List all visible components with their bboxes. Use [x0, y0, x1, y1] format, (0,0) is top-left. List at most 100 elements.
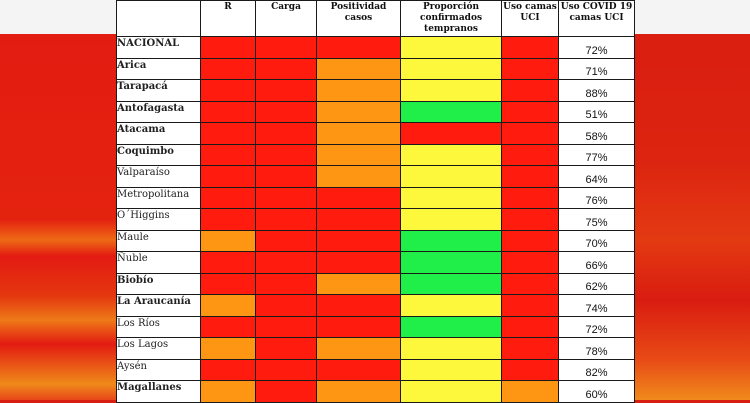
cell-proporcion-red	[400, 122, 502, 145]
cell-uso-camas-uci-red	[501, 315, 559, 338]
cell-positividad-red	[316, 229, 401, 252]
cell-positividad-red	[316, 186, 401, 209]
cell-uso-camas-uci-red	[501, 251, 559, 274]
uso-covid-pct: 88%	[558, 79, 635, 102]
cell-proporcion-yellow	[400, 208, 502, 231]
cell-positividad-red	[316, 251, 401, 274]
header-carga: Carga	[255, 0, 317, 37]
cell-r-red	[200, 315, 256, 338]
cell-r-orange	[200, 229, 256, 252]
table-row: Atacama 58%	[116, 122, 635, 145]
cell-uso-camas-uci-red	[501, 143, 559, 166]
table-row: Antofagasta 51%	[116, 100, 635, 123]
cell-r-red	[200, 36, 256, 59]
cell-proporcion-yellow	[400, 36, 502, 59]
cell-r-red	[200, 79, 256, 102]
cell-r-red	[200, 272, 256, 295]
cell-proporcion-green	[400, 229, 502, 252]
cell-proporcion-yellow	[400, 143, 502, 166]
table-row: Magallanes 60%	[116, 380, 635, 403]
cell-proporcion-green	[400, 315, 502, 338]
region-name: Metropolitana	[116, 186, 201, 209]
cell-carga-red	[255, 36, 317, 59]
cell-proporcion-yellow	[400, 57, 502, 80]
cell-proporcion-green	[400, 251, 502, 274]
background-left-header	[0, 0, 116, 34]
cell-carga-red	[255, 229, 317, 252]
cell-uso-camas-uci-red	[501, 186, 559, 209]
cell-positividad-orange	[316, 380, 401, 403]
cell-r-orange	[200, 380, 256, 403]
region-name: O´Higgins	[116, 208, 201, 231]
uso-covid-pct: 60%	[558, 380, 635, 403]
cell-r-red	[200, 122, 256, 145]
background-right-header	[634, 0, 750, 34]
cell-r-red	[200, 100, 256, 123]
region-name: Aysén	[116, 358, 201, 381]
uso-covid-pct: 58%	[558, 122, 635, 145]
background-left-blur	[0, 0, 116, 400]
cell-r-orange	[200, 337, 256, 360]
cell-carga-red	[255, 380, 317, 403]
cell-uso-camas-uci-orange	[501, 380, 559, 403]
cell-uso-camas-uci-red	[501, 358, 559, 381]
region-name: Maule	[116, 229, 201, 252]
cell-proporcion-yellow	[400, 294, 502, 317]
cell-carga-red	[255, 337, 317, 360]
region-name: Los Lagos	[116, 337, 201, 360]
region-name: Coquimbo	[116, 143, 201, 166]
cell-positividad-red	[316, 208, 401, 231]
cell-carga-red	[255, 272, 317, 295]
uso-covid-pct: 70%	[558, 229, 635, 252]
cell-uso-camas-uci-red	[501, 165, 559, 188]
header-region	[116, 0, 201, 37]
cell-carga-red	[255, 57, 317, 80]
covid-indicators-table: R Carga Positividad casos Proporción con…	[116, 0, 635, 403]
uso-covid-pct: 82%	[558, 358, 635, 381]
cell-positividad-orange	[316, 143, 401, 166]
uso-covid-pct: 71%	[558, 57, 635, 80]
cell-r-red	[200, 165, 256, 188]
cell-uso-camas-uci-red	[501, 272, 559, 295]
region-name: Valparaíso	[116, 165, 201, 188]
cell-carga-red	[255, 358, 317, 381]
cell-positividad-orange	[316, 165, 401, 188]
header-uso-camas-uci: Uso camas UCI	[501, 0, 559, 37]
table-row: Los Lagos 78%	[116, 337, 635, 360]
cell-uso-camas-uci-red	[501, 122, 559, 145]
cell-proporcion-yellow	[400, 337, 502, 360]
cell-r-red	[200, 251, 256, 274]
cell-positividad-red	[316, 315, 401, 338]
header-proporcion: Proporción confirmados tempranos	[400, 0, 502, 37]
table-row: La Araucanía 74%	[116, 294, 635, 317]
uso-covid-pct: 51%	[558, 100, 635, 123]
cell-positividad-orange	[316, 272, 401, 295]
cell-proporcion-yellow	[400, 186, 502, 209]
table-row: NACIONAL 72%	[116, 36, 635, 59]
header-r: R	[200, 0, 256, 37]
table-row: Los Ríos 72%	[116, 315, 635, 338]
cell-carga-red	[255, 294, 317, 317]
cell-r-red	[200, 208, 256, 231]
cell-carga-red	[255, 165, 317, 188]
table-row: Maule 70%	[116, 229, 635, 252]
region-name: Biobío	[116, 272, 201, 295]
cell-positividad-orange	[316, 79, 401, 102]
region-name: Tarapacá	[116, 79, 201, 102]
cell-uso-camas-uci-red	[501, 337, 559, 360]
cell-carga-red	[255, 143, 317, 166]
cell-proporcion-yellow	[400, 358, 502, 381]
cell-r-orange	[200, 294, 256, 317]
cell-proporcion-yellow	[400, 79, 502, 102]
cell-positividad-red	[316, 358, 401, 381]
region-name: Los Ríos	[116, 315, 201, 338]
table-row: Metropolitana 76%	[116, 186, 635, 209]
table-row: Ñuble 66%	[116, 251, 635, 274]
table-row: Tarapacá 88%	[116, 79, 635, 102]
cell-r-red	[200, 358, 256, 381]
cell-uso-camas-uci-red	[501, 57, 559, 80]
header-uso-covid-camas-uci: Uso COVID 19 camas UCI	[558, 0, 635, 37]
table-row: Aysén 82%	[116, 358, 635, 381]
cell-r-red	[200, 186, 256, 209]
cell-carga-red	[255, 186, 317, 209]
